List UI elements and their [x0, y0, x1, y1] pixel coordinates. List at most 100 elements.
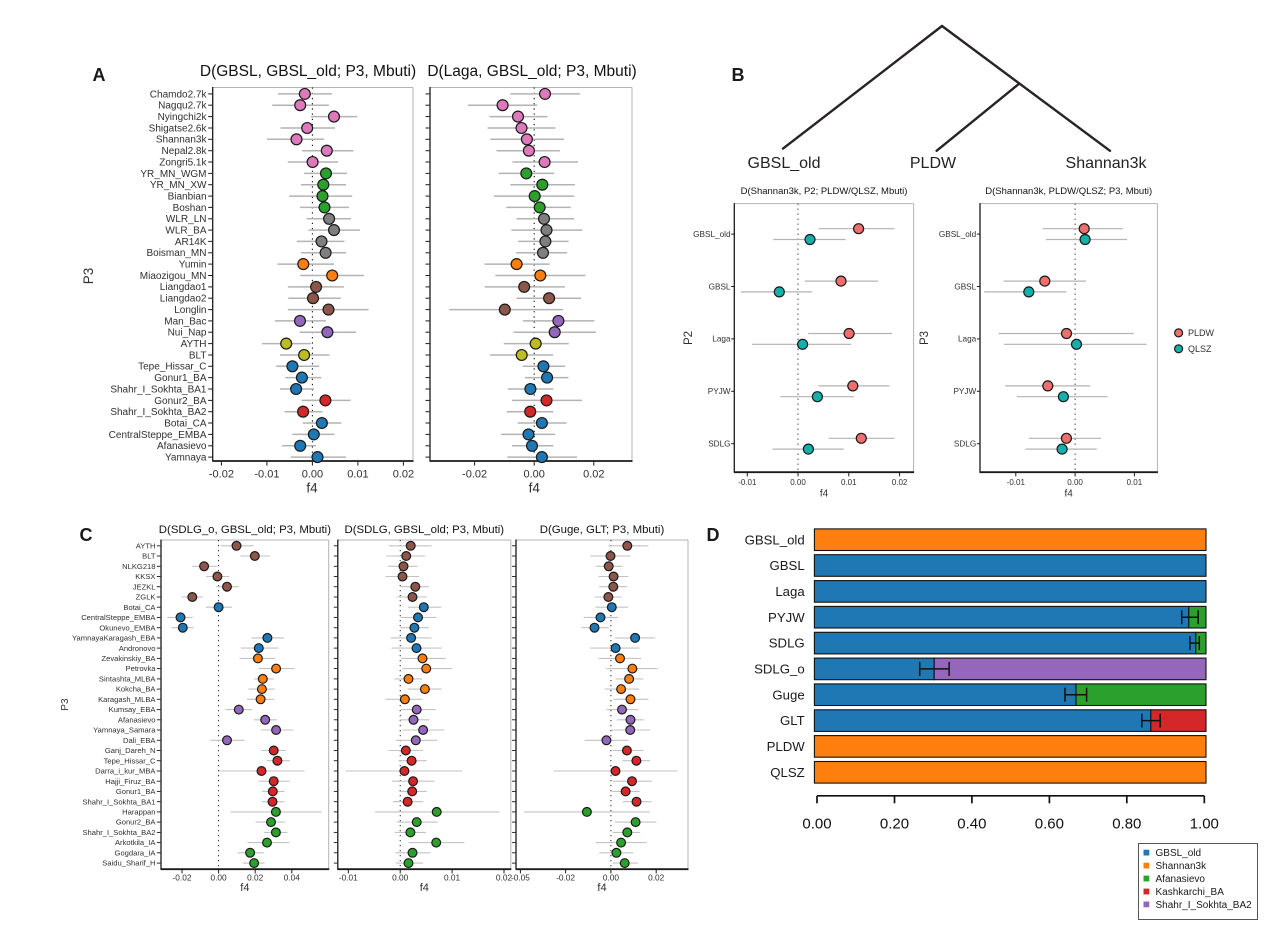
svg-text:0.00: 0.00	[211, 873, 228, 883]
svg-text:-0.01: -0.01	[339, 873, 358, 883]
svg-text:0.02: 0.02	[247, 873, 264, 883]
svg-text:P2: P2	[683, 331, 695, 345]
svg-text:-0.01: -0.01	[254, 469, 279, 481]
svg-text:f4: f4	[306, 481, 318, 496]
svg-text:YR_MN_WGM: YR_MN_WGM	[140, 169, 206, 180]
svg-text:f4: f4	[420, 882, 429, 894]
svg-text:0.00: 0.00	[392, 873, 409, 883]
svg-text:0.80: 0.80	[1112, 816, 1141, 833]
svg-text:D(Guge, GLT; P3, Mbuti): D(Guge, GLT; P3, Mbuti)	[540, 524, 665, 536]
svg-text:GBSL: GBSL	[954, 282, 976, 291]
svg-text:YamnayaKaragash_EBA: YamnayaKaragash_EBA	[72, 634, 156, 643]
svg-text:YR_MN_XW: YR_MN_XW	[150, 180, 207, 191]
svg-text:0.60: 0.60	[1035, 816, 1064, 833]
svg-text:PYJW: PYJW	[708, 387, 731, 396]
svg-text:Dali_EBA: Dali_EBA	[123, 736, 156, 745]
svg-text:0.02: 0.02	[648, 873, 665, 883]
svg-text:P3: P3	[81, 268, 96, 285]
svg-text:BLT: BLT	[189, 350, 207, 361]
svg-text:Botai_CA: Botai_CA	[123, 603, 156, 612]
svg-text:P3: P3	[60, 698, 71, 711]
svg-text:Nepal2.8k: Nepal2.8k	[161, 146, 207, 157]
svg-text:0.00: 0.00	[523, 469, 544, 481]
svg-text:Zevakinskiy_BA: Zevakinskiy_BA	[101, 654, 156, 663]
svg-text:0.02: 0.02	[496, 873, 513, 883]
svg-text:Harappan: Harappan	[122, 808, 155, 817]
svg-text:Afanasievo: Afanasievo	[1156, 874, 1206, 885]
svg-text:-0.01: -0.01	[738, 478, 757, 487]
svg-text:PLDW: PLDW	[910, 155, 957, 172]
svg-text:Liangdao2: Liangdao2	[160, 294, 207, 305]
svg-text:0.00: 0.00	[802, 816, 831, 833]
svg-text:Longlin: Longlin	[174, 305, 206, 316]
svg-text:SDLG_o: SDLG_o	[754, 662, 805, 677]
svg-text:0.01: 0.01	[1127, 478, 1143, 487]
svg-text:Gonur2_BA: Gonur2_BA	[116, 818, 157, 827]
svg-text:PYJW: PYJW	[953, 387, 976, 396]
svg-text:QLSZ: QLSZ	[1188, 344, 1212, 354]
svg-text:Man_Bac: Man_Bac	[164, 316, 206, 327]
svg-text:0.01: 0.01	[444, 873, 461, 883]
svg-text:0.00: 0.00	[1067, 478, 1083, 487]
svg-text:Shannan3k: Shannan3k	[1066, 155, 1148, 172]
svg-text:Miaozigou_MN: Miaozigou_MN	[140, 271, 207, 282]
svg-text:Shahr_I_Sokhta_BA2: Shahr_I_Sokhta_BA2	[110, 407, 207, 418]
svg-text:1.00: 1.00	[1190, 816, 1219, 833]
svg-text:GBSL_old: GBSL_old	[745, 532, 805, 547]
svg-text:f4: f4	[529, 481, 541, 496]
svg-text:Okunevo_EMBA: Okunevo_EMBA	[99, 623, 156, 632]
svg-text:Hajji_Firuz_BA: Hajji_Firuz_BA	[105, 777, 156, 786]
svg-text:JEZKL: JEZKL	[133, 582, 156, 591]
svg-text:Shahr_I_Sokhta_BA1: Shahr_I_Sokhta_BA1	[82, 797, 155, 806]
svg-text:Yamnaya_Samara: Yamnaya_Samara	[93, 726, 156, 735]
svg-text:Yamnaya: Yamnaya	[165, 453, 207, 464]
svg-text:Tepe_Hissar_C: Tepe_Hissar_C	[138, 362, 206, 373]
svg-text:GBSL_old: GBSL_old	[693, 230, 731, 239]
svg-text:WLR_LN: WLR_LN	[166, 214, 207, 225]
svg-text:Shannan3k: Shannan3k	[1156, 861, 1208, 872]
svg-text:0.01: 0.01	[347, 469, 368, 481]
svg-text:CentralSteppe_EMBA: CentralSteppe_EMBA	[81, 613, 156, 622]
svg-text:-0.01: -0.01	[1007, 478, 1026, 487]
svg-text:Ganj_Dareh_N: Ganj_Dareh_N	[105, 746, 156, 755]
svg-text:-0.02: -0.02	[462, 469, 487, 481]
svg-text:A: A	[93, 65, 106, 85]
svg-text:D: D	[707, 525, 720, 545]
svg-text:WLR_BA: WLR_BA	[165, 226, 206, 237]
svg-text:Guge: Guge	[772, 687, 804, 702]
svg-text:PYJW: PYJW	[768, 610, 805, 625]
svg-text:Gonur1_BA: Gonur1_BA	[154, 373, 207, 384]
svg-text:D(Shannan3k, P2; PLDW/QLSZ, Mb: D(Shannan3k, P2; PLDW/QLSZ, Mbuti)	[741, 186, 908, 197]
svg-text:Darra_i_kur_MBA: Darra_i_kur_MBA	[95, 767, 156, 776]
svg-text:SDLG: SDLG	[769, 636, 805, 651]
svg-text:Kashkarchi_BA: Kashkarchi_BA	[1156, 887, 1225, 898]
svg-text:Gonur1_BA: Gonur1_BA	[116, 787, 157, 796]
svg-text:0.20: 0.20	[880, 816, 909, 833]
svg-text:GBSL_old: GBSL_old	[1156, 848, 1202, 859]
svg-text:D(Shannan3k, PLDW/QLSZ; P3, Mb: D(Shannan3k, PLDW/QLSZ; P3, Mbuti)	[985, 186, 1152, 197]
svg-text:B: B	[732, 65, 745, 85]
svg-text:D(GBSL, GBSL_old; P3, Mbuti): D(GBSL, GBSL_old; P3, Mbuti)	[200, 63, 416, 80]
svg-text:AR14K: AR14K	[175, 237, 207, 248]
svg-text:f4: f4	[1065, 489, 1074, 500]
svg-text:Boshan: Boshan	[173, 203, 207, 214]
svg-text:0.01: 0.01	[841, 478, 857, 487]
svg-text:Saidu_Sharif_H: Saidu_Sharif_H	[102, 859, 155, 868]
svg-text:f4: f4	[820, 489, 829, 500]
svg-text:BLT: BLT	[142, 552, 156, 561]
svg-text:-0.05: -0.05	[511, 873, 530, 883]
svg-text:ZGLK: ZGLK	[136, 593, 156, 602]
svg-text:Nagqu2.7k: Nagqu2.7k	[158, 101, 207, 112]
svg-text:0.00: 0.00	[603, 873, 620, 883]
svg-text:Shahr_I_Sokhta_BA1: Shahr_I_Sokhta_BA1	[110, 384, 207, 395]
svg-text:GLT: GLT	[780, 713, 805, 728]
svg-text:D(SDLG_o, GBSL_old; P3, Mbuti): D(SDLG_o, GBSL_old; P3, Mbuti)	[159, 524, 331, 536]
svg-text:Laga: Laga	[712, 335, 731, 344]
svg-text:CentralSteppe_EMBA: CentralSteppe_EMBA	[109, 430, 207, 441]
svg-text:SDLG: SDLG	[708, 440, 730, 449]
svg-text:Petrovka: Petrovka	[126, 664, 157, 673]
svg-text:0.04: 0.04	[284, 873, 301, 883]
svg-text:Arkotkila_IA: Arkotkila_IA	[115, 838, 156, 847]
svg-text:0.02: 0.02	[393, 469, 414, 481]
svg-text:0.02: 0.02	[892, 478, 908, 487]
